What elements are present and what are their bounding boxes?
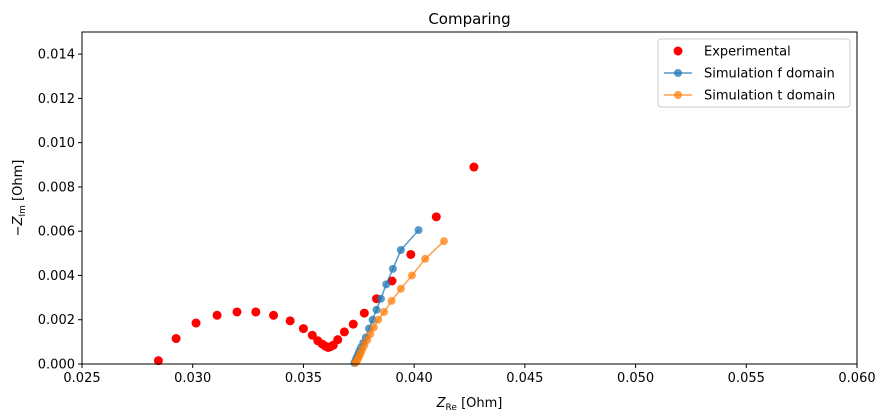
legend-label-experimental: Experimental bbox=[704, 45, 791, 60]
simulation-f-domain-point bbox=[396, 246, 405, 255]
legend-swatch-marker-simulation-t-domain bbox=[674, 91, 682, 99]
simulation-f-domain-point bbox=[388, 264, 397, 273]
simulation-t-domain-point bbox=[396, 284, 405, 293]
experimental-point bbox=[431, 212, 441, 222]
experimental-point bbox=[171, 334, 181, 344]
simulation-t-domain-point bbox=[421, 254, 430, 263]
x-tick-label: 0.035 bbox=[285, 371, 322, 386]
experimental-point bbox=[469, 162, 479, 172]
simulation-f-domain-point bbox=[414, 226, 423, 235]
legend-label-simulation-t-domain: Simulation t domain bbox=[704, 89, 835, 104]
simulation-f-domain-point bbox=[372, 305, 381, 314]
legend-box bbox=[657, 38, 851, 108]
experimental-point bbox=[333, 335, 343, 345]
plot-frame bbox=[81, 31, 858, 365]
experimental-point bbox=[153, 356, 163, 366]
experimental-point bbox=[212, 310, 222, 320]
y-tick-label: 0.008 bbox=[38, 180, 75, 195]
simulation-t-domain-point bbox=[380, 307, 389, 316]
y-tick-label: 0.000 bbox=[38, 358, 75, 373]
simulation-t-domain-point bbox=[407, 271, 416, 280]
experimental-point bbox=[232, 307, 242, 317]
x-axis: 0.025 0.030 0.035 0.040 0.045 0.050 0.055 0.060 bbox=[63, 364, 876, 386]
experimental-point bbox=[348, 319, 358, 329]
chart-title: Comparing bbox=[428, 10, 510, 28]
y-tick-label: 0.002 bbox=[38, 313, 75, 328]
x-tick-label: 0.050 bbox=[617, 371, 654, 386]
experimental-point bbox=[406, 249, 416, 259]
y-tick-label: 0.010 bbox=[38, 136, 75, 151]
simulation-t-domain-point bbox=[369, 323, 378, 332]
plot-marks bbox=[153, 162, 479, 367]
simulation-t-domain-line bbox=[354, 240, 445, 364]
legend: Experimental Simulation f domain Simulatio… bbox=[657, 38, 851, 108]
simulation-f-domain-point bbox=[376, 294, 385, 303]
experimental-point bbox=[251, 307, 261, 317]
x-tick-label: 0.025 bbox=[63, 371, 100, 386]
experimental-point bbox=[359, 308, 369, 318]
legend-label-simulation-f-domain: Simulation f domain bbox=[704, 67, 835, 82]
y-axis: 0.000 0.002 0.004 0.006 0.008 0.010 0.012 0.014 bbox=[38, 48, 82, 373]
y-tick-label: 0.014 bbox=[38, 48, 75, 63]
y-axis-title: −ZIm [Ohm] bbox=[11, 160, 28, 237]
experimental-point bbox=[298, 324, 308, 334]
x-tick-label: 0.060 bbox=[838, 371, 875, 386]
experimental-point bbox=[339, 327, 349, 337]
simulation-t-domain-point bbox=[363, 336, 372, 345]
simulation-t-domain-point bbox=[366, 330, 375, 339]
legend-swatch-marker-simulation-f-domain bbox=[674, 69, 682, 77]
legend-swatch-marker-experimental bbox=[673, 46, 683, 56]
experimental-point bbox=[269, 310, 279, 320]
y-tick-label: 0.004 bbox=[38, 269, 75, 284]
svg-text:−ZIm [Ohm]: −ZIm [Ohm] bbox=[11, 160, 28, 237]
x-tick-label: 0.030 bbox=[174, 371, 211, 386]
x-tick-label: 0.040 bbox=[396, 371, 433, 386]
experimental-point bbox=[307, 330, 317, 340]
x-axis-title: ZRe [Ohm] bbox=[436, 396, 503, 413]
experimental-point bbox=[285, 316, 295, 326]
simulation-f-domain-point bbox=[382, 280, 391, 289]
x-tick-label: 0.055 bbox=[728, 371, 765, 386]
y-tick-label: 0.012 bbox=[38, 92, 75, 107]
x-tick-label: 0.045 bbox=[506, 371, 543, 386]
simulation-f-domain-point bbox=[368, 315, 377, 324]
experimental-point bbox=[191, 318, 201, 328]
simulation-t-domain-point bbox=[387, 296, 396, 305]
simulation-t-domain-point bbox=[374, 315, 383, 324]
y-tick-label: 0.006 bbox=[38, 225, 75, 240]
simulation-t-domain-point bbox=[440, 237, 449, 246]
